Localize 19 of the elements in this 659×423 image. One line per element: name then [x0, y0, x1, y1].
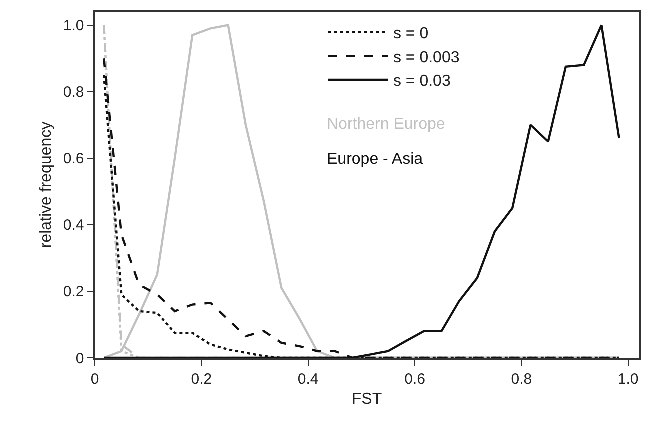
x-tick-label: 0 — [90, 370, 100, 388]
annotation: Northern Europe — [327, 116, 446, 133]
legend-label: s = 0 — [393, 26, 429, 43]
y-axis-title: relative frequency — [38, 122, 55, 248]
x-tick-label: 0.6 — [404, 370, 426, 388]
x-tick-label: 0.2 — [191, 370, 212, 388]
annotation: Europe - Asia — [327, 151, 424, 168]
x-axis-title: FST — [352, 390, 382, 408]
y-tick-label: 0.2 — [63, 284, 84, 301]
y-tick-label: 1.0 — [63, 18, 84, 35]
y-tick-label: 0.4 — [63, 217, 84, 234]
y-tick-label: 0.6 — [63, 150, 84, 168]
x-tick-label: 1.0 — [618, 370, 639, 388]
y-tick-label: 0.8 — [63, 84, 84, 102]
legend-label: s = 0.03 — [393, 73, 451, 90]
y-tick-label: 0 — [76, 350, 84, 368]
x-tick-label: 0.4 — [298, 370, 319, 388]
legend-label: s = 0.003 — [393, 49, 460, 66]
x-tick-label: 0.8 — [511, 370, 532, 388]
